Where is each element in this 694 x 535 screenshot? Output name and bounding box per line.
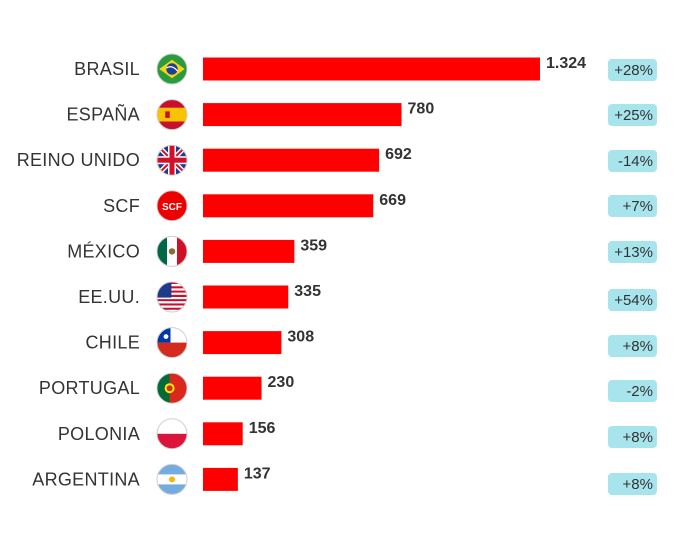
bar-row: REINO UNIDO 692 -14%	[17, 144, 657, 176]
category-label: ARGENTINA	[32, 469, 140, 489]
change-badge	[608, 289, 657, 311]
value-label: 335	[294, 283, 321, 300]
change-badge	[608, 241, 657, 263]
mexico-flag-icon	[156, 235, 188, 267]
bar-row: PORTUGAL 230 -2%	[39, 372, 657, 404]
value-label: 359	[300, 237, 327, 254]
change-label: -14%	[618, 153, 653, 170]
bar	[203, 422, 243, 446]
chile-flag-icon	[156, 327, 188, 359]
argentina-flag-icon	[156, 463, 188, 495]
bar	[203, 103, 402, 127]
scf-logo-text: SCF	[162, 202, 182, 213]
scf-logo-icon: SCF	[156, 190, 188, 222]
bar	[203, 376, 262, 400]
value-label: 230	[268, 374, 295, 391]
category-label: EE.UU.	[78, 287, 140, 307]
category-label: POLONIA	[58, 424, 140, 444]
bar	[203, 239, 295, 263]
category-label: BRASIL	[74, 59, 140, 79]
value-label: 137	[244, 465, 271, 482]
bar-row: CHILE 308 +8%	[85, 327, 657, 359]
bar	[203, 57, 540, 81]
bar	[203, 331, 282, 355]
bar-row: SCF SCF 669 +7%	[103, 190, 657, 222]
bar	[203, 148, 380, 172]
bar-row: ESPAÑA 780 +25%	[67, 99, 657, 131]
value-label: 1.324	[546, 55, 586, 72]
category-label: SCF	[103, 196, 140, 216]
poland-flag-icon	[156, 418, 188, 450]
bar-row: MÉXICO 359 +13%	[67, 235, 657, 267]
change-badge	[608, 195, 657, 217]
bar-row: EE.UU. 335 +54%	[78, 281, 657, 313]
portugal-flag-icon	[156, 372, 188, 404]
change-badge	[608, 150, 657, 172]
change-badge	[608, 104, 657, 126]
bar-row: BRASIL 1.324 +28%	[74, 53, 657, 85]
category-label: REINO UNIDO	[17, 150, 140, 170]
change-badge	[608, 426, 657, 448]
value-label: 156	[249, 420, 276, 437]
bar-row: POLONIA 156 +8%	[58, 418, 657, 450]
change-badge	[608, 380, 657, 402]
change-label: +28%	[614, 62, 653, 79]
change-label: +54%	[614, 292, 653, 309]
change-label: +7%	[623, 198, 653, 215]
change-badge	[608, 335, 657, 357]
change-label: +25%	[614, 107, 653, 124]
change-label: +13%	[614, 244, 653, 261]
value-label: 780	[408, 101, 435, 118]
usa-flag-icon	[156, 281, 188, 313]
value-label: 692	[385, 146, 412, 163]
bar	[203, 285, 289, 309]
change-label: +8%	[623, 338, 653, 355]
bar-row: ARGENTINA 137 +8%	[32, 463, 657, 495]
brazil-flag-icon	[156, 53, 188, 85]
bar	[203, 467, 238, 491]
change-label: +8%	[623, 476, 653, 493]
category-label: CHILE	[85, 333, 140, 353]
category-label: MÉXICO	[67, 241, 140, 261]
change-label: -2%	[626, 383, 653, 400]
change-badge	[608, 473, 657, 495]
value-label: 669	[379, 192, 406, 209]
bar	[203, 194, 374, 218]
uk-flag-icon	[156, 144, 188, 176]
spain-flag-icon	[156, 99, 188, 131]
category-label: PORTUGAL	[39, 378, 140, 398]
change-label: +8%	[623, 429, 653, 446]
value-label: 308	[287, 329, 314, 346]
category-label: ESPAÑA	[67, 104, 141, 125]
change-badge	[608, 59, 657, 81]
